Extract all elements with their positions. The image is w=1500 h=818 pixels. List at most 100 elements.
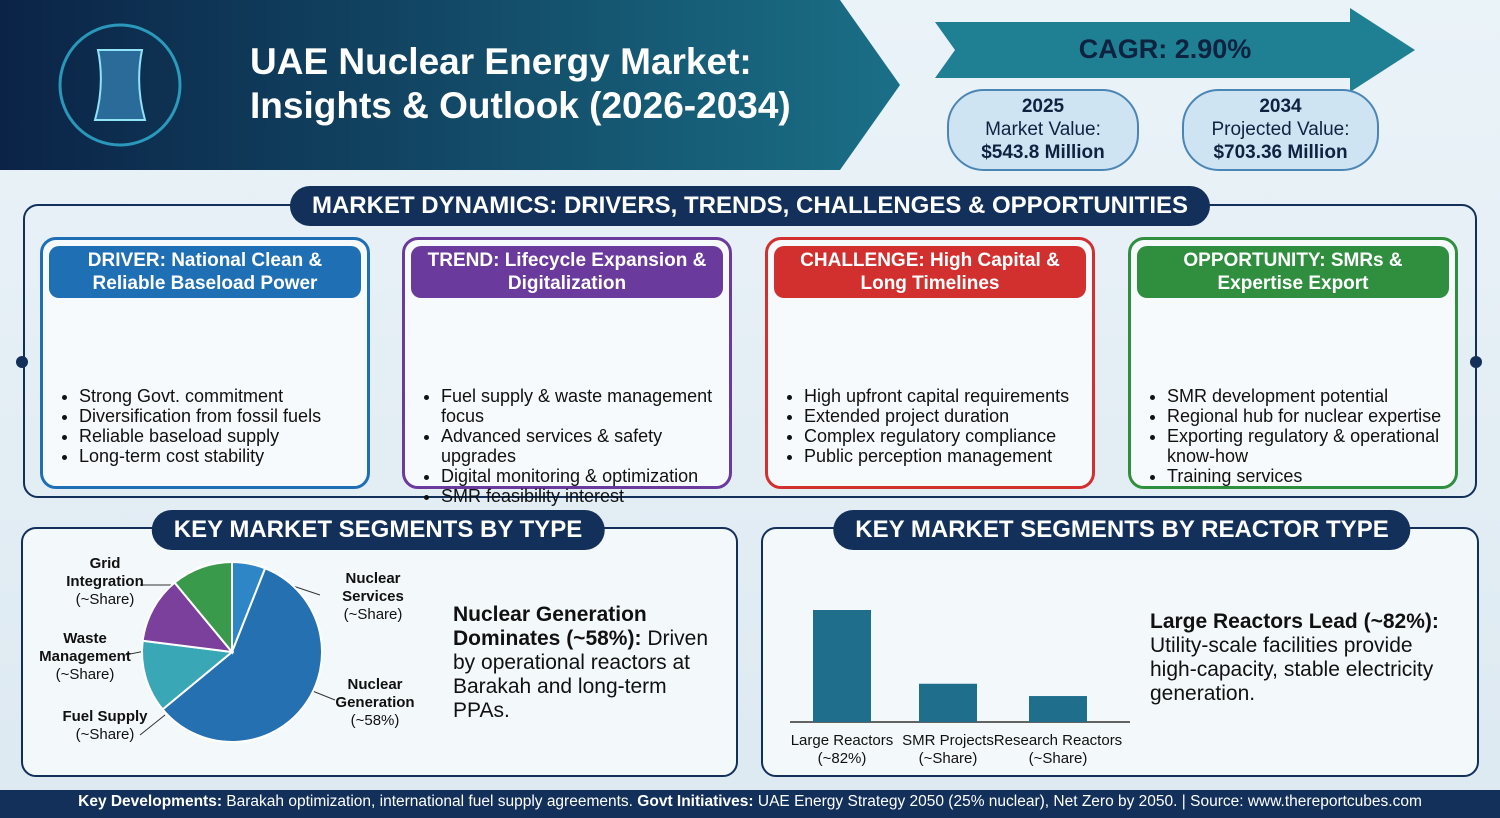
bullet: Training services	[1167, 466, 1447, 486]
header-icon	[93, 49, 147, 121]
pie-label: Waste Management (~Share)	[30, 630, 140, 684]
footer-label: Govt Initiatives:	[637, 793, 754, 810]
pie-value-label: (~Share)	[75, 591, 135, 608]
pie-category: Waste Management	[39, 630, 131, 665]
section-title: MARKET DYNAMICS: DRIVERS, TRENDS, CHALLE…	[289, 186, 1211, 226]
cagr: CAGR: 2.90%	[1078, 34, 1252, 64]
stat-year: 2025	[1021, 96, 1065, 117]
bullet: Regional hub for nuclear expertise	[1167, 406, 1447, 426]
note-heading: Large Reactors Lead (~82%):	[1150, 610, 1439, 633]
bullet-list: SMR development potentialRegional hub fo…	[1131, 386, 1455, 486]
pie-label: Fuel Supply (~Share)	[50, 708, 160, 744]
pie-value-label: (~58%)	[350, 712, 400, 729]
footer-text: UAE Energy Strategy 2050 (25% nuclear), …	[757, 793, 1422, 810]
pie-slice	[141, 581, 235, 654]
pie-note: Nuclear Generation Dominates (~58%): Dri…	[453, 603, 728, 723]
card-kind: CHALLENGE:	[800, 250, 925, 271]
bar-note: Large Reactors Lead (~82%): Utility-scal…	[1150, 610, 1450, 706]
bullet: SMR development potential	[1167, 386, 1447, 406]
bar-label: Research Reactors (~Share)	[988, 732, 1128, 768]
pie-category: Nuclear Services	[342, 570, 404, 605]
bar-category: Large Reactors	[790, 732, 894, 749]
pie-category: Fuel Supply	[62, 708, 148, 725]
stat-label: Projected Value:	[1211, 119, 1350, 140]
bullet: Strong Govt. commitment	[79, 386, 321, 406]
card-kind: TREND:	[427, 250, 500, 271]
bullet-list: High upfront capital requirementsExtende…	[768, 386, 1077, 466]
card-heading-wrap: CHALLENGE: High Capital & Long Timelines	[782, 249, 1078, 295]
section-title: KEY MARKET SEGMENTS BY REACTOR TYPE	[833, 510, 1411, 550]
card-header: OPPORTUNITY: SMRs & Expertise Export	[1137, 246, 1449, 298]
bullet: SMR feasibility interest	[441, 486, 721, 506]
bullet: Exporting regulatory & operational know-…	[1167, 426, 1447, 466]
bar-category: SMR Projects	[902, 732, 994, 749]
pie-category: Nuclear Generation	[335, 676, 415, 711]
title-line: UAE Nuclear Energy Market:	[250, 41, 752, 82]
leader-line	[309, 689, 336, 701]
card-heading: Lifecycle Expansion & Digitalization	[504, 250, 707, 294]
frame-dot	[16, 356, 28, 368]
bullet: Extended project duration	[804, 406, 1069, 426]
title: UAE Nuclear Energy Market: Insights & Ou…	[250, 40, 791, 128]
pie-slice	[141, 639, 235, 711]
bullet-list: Strong Govt. commitmentDiversification f…	[43, 386, 329, 466]
pie-value-label: (~Share)	[75, 726, 135, 743]
frame-dot	[1470, 356, 1482, 368]
pie-slice	[161, 567, 323, 743]
stat-value: $543.8 Million	[981, 142, 1105, 163]
pie-category: Grid Integration	[66, 555, 144, 590]
card-heading-wrap: TREND: Lifecycle Expansion & Digitalizat…	[419, 249, 715, 295]
note-text: Utility-scale facilities provide high-ca…	[1150, 634, 1434, 705]
card-header: DRIVER: National Clean & Reliable Baselo…	[49, 246, 361, 298]
stat: 2025 Market Value: $543.8 Million	[948, 95, 1138, 164]
pie-value-label: (~Share)	[55, 666, 115, 683]
footer-label: Key Developments:	[78, 793, 222, 810]
stat: 2034 Projected Value: $703.36 Million	[1183, 95, 1378, 164]
card-heading: SMRs & Expertise Export	[1217, 250, 1403, 294]
bar	[813, 610, 871, 722]
note-text: Driven by operational reactors at Baraka…	[453, 627, 708, 722]
card-kind: DRIVER:	[87, 250, 166, 271]
stat-value: $703.36 Million	[1213, 142, 1348, 163]
header-icon	[58, 23, 182, 147]
title-line: Insights & Outlook (2026-2034)	[250, 85, 791, 126]
card-heading: National Clean & Reliable Baseload Power	[92, 250, 323, 294]
card: OPPORTUNITY: SMRs & Expertise Export SMR …	[1128, 237, 1458, 489]
charts	[124, 560, 1130, 743]
bar-label: Large Reactors (~82%)	[772, 732, 912, 768]
pie-label: Grid Integration (~Share)	[50, 555, 160, 609]
footer-bar	[0, 790, 1500, 818]
section-title: KEY MARKET SEGMENTS BY TYPE	[151, 510, 605, 550]
pie-slice	[173, 560, 233, 655]
bullet: Digital monitoring & optimization	[441, 466, 721, 486]
stat-cloud	[947, 89, 1139, 171]
card: DRIVER: National Clean & Reliable Baselo…	[40, 237, 370, 489]
card: CHALLENGE: High Capital & Long Timelines…	[765, 237, 1095, 489]
card-header: CHALLENGE: High Capital & Long Timelines	[774, 246, 1086, 298]
bullet: High upfront capital requirements	[804, 386, 1069, 406]
bar-value-label: (~Share)	[1028, 750, 1088, 767]
bar-category: Research Reactors	[993, 732, 1123, 749]
stat-label: Market Value:	[985, 119, 1101, 140]
footer-text: Barakah optimization, international fuel…	[226, 793, 633, 810]
bar	[919, 683, 977, 722]
bar-value-label: (~82%)	[817, 750, 867, 767]
stat-year: 2034	[1259, 96, 1302, 117]
bullet: Advanced services & safety upgrades	[441, 426, 721, 466]
pie-label: Nuclear Generation (~58%)	[320, 676, 430, 730]
leader-line	[139, 714, 166, 736]
card-heading-wrap: DRIVER: National Clean & Reliable Baselo…	[57, 249, 353, 295]
cagr-arrow	[935, 8, 1415, 92]
card-heading: High Capital & Long Timelines	[860, 250, 1060, 294]
stat-cloud	[1182, 89, 1379, 171]
bar-value-label: (~Share)	[918, 750, 978, 767]
header-banner	[0, 0, 900, 170]
bullet: Fuel supply & waste management focus	[441, 386, 721, 426]
note-heading: Nuclear Generation Dominates (~58%):	[453, 603, 647, 650]
bullet: Long-term cost stability	[79, 446, 321, 466]
bullet-list: Fuel supply & waste management focusAdva…	[405, 386, 729, 506]
card-kind: OPPORTUNITY:	[1183, 250, 1326, 271]
footer: Key Developments: Barakah optimization, …	[0, 793, 1500, 811]
